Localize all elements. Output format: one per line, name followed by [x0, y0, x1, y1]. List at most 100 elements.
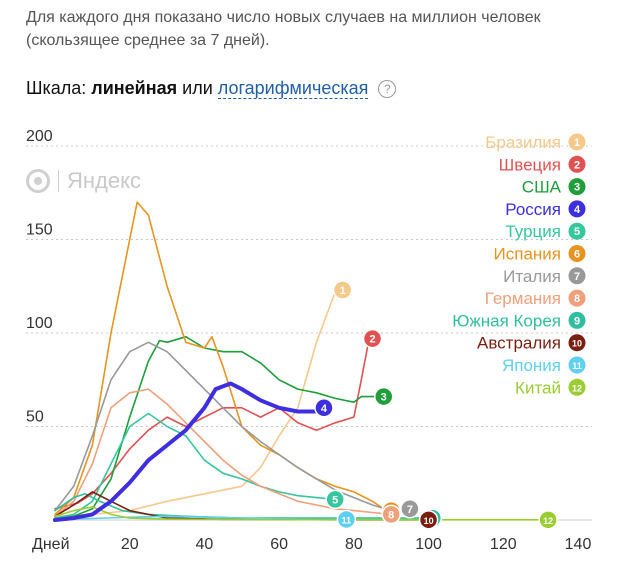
series-line-4 [53, 381, 326, 522]
series-end-marker-5: 5 [325, 489, 345, 510]
series-end-marker-circle [373, 386, 394, 407]
legend-item-12: Китай 12 [515, 378, 586, 397]
series-end-marker-number: 2 [369, 334, 375, 346]
series-end-marker-number: 11 [342, 515, 352, 525]
series-line-3 [54, 335, 385, 519]
series-end-marker-number: 5 [332, 494, 338, 506]
legend-marker [568, 311, 586, 329]
scale-linear-option[interactable]: линейная [91, 78, 178, 98]
legend-number: 1 [574, 137, 580, 149]
legend-label: Турция [505, 222, 561, 241]
x-tick-label: 140 [565, 536, 592, 553]
legend-number: 12 [572, 383, 582, 393]
scale-log-option[interactable]: логарифмическая [217, 78, 369, 99]
legend-number: 10 [572, 339, 582, 349]
legend-label: Италия [503, 267, 561, 286]
x-tick-label: 20 [121, 536, 139, 553]
series-end-marker-circle [325, 489, 345, 510]
legend-label: Швеция [499, 155, 561, 174]
legend-marker [568, 178, 586, 196]
series-end-marker-number: 10 [424, 516, 434, 526]
legend-marker [568, 222, 586, 240]
legend-number: 3 [574, 182, 580, 194]
legend-marker [568, 245, 586, 262]
series-end-marker-number: 12 [543, 516, 553, 526]
x-tick-label: 100 [415, 536, 442, 553]
legend-label: Испания [494, 245, 561, 264]
legend-marker [568, 378, 586, 396]
y-tick-label: 50 [26, 409, 44, 426]
legend-item-10: Австралия 10 [477, 334, 586, 353]
series-end-marker-number: 7 [407, 504, 413, 516]
series-end-marker-circle [362, 328, 383, 349]
legend-item-2: Швеция 2 [499, 155, 586, 174]
series-end-marker-2: 2 [362, 328, 383, 349]
yandex-logo-icon [26, 169, 50, 193]
series-end-marker-circle [336, 509, 357, 530]
legend-number: 9 [574, 315, 580, 327]
series-end-marker-11: 11 [336, 509, 357, 530]
series-end-marker-12: 12 [538, 510, 558, 530]
series-end-marker-1: 1 [332, 280, 353, 300]
scale-or-text: или [182, 78, 213, 98]
legend-number: 6 [574, 249, 580, 261]
legend-number: 5 [574, 226, 580, 238]
legend-item-3: США 3 [522, 178, 586, 197]
chart: 50100150200Дней2040608010012014012345678… [26, 128, 592, 553]
x-tick-label: 80 [345, 536, 363, 553]
legend-marker [568, 289, 586, 307]
series-end-marker-circle [314, 398, 334, 418]
legend-label: Россия [505, 200, 561, 219]
x-tick-label: 40 [196, 536, 214, 553]
series-end-marker-7: 7 [400, 499, 420, 519]
legend-label: Австралия [477, 334, 561, 353]
scale-label: Шкала: [26, 78, 87, 98]
series-end-marker-circle [538, 510, 558, 530]
legend-number: 11 [572, 361, 582, 371]
series-line-1 [54, 289, 344, 518]
legend-number: 8 [574, 293, 580, 305]
series-end-marker-10: 10 [418, 510, 439, 530]
series-end-marker-number: 3 [381, 392, 387, 404]
legend-marker [568, 334, 586, 352]
legend-item-8: Германия 8 [485, 289, 586, 308]
legend-item-1: Бразилия 1 [485, 133, 586, 152]
x-tick-label: 60 [270, 536, 288, 553]
series-end-marker-number: 4 [321, 403, 328, 415]
y-tick-label: 150 [26, 222, 53, 239]
y-tick-label: 200 [26, 128, 53, 145]
series-end-marker-circle [418, 510, 439, 530]
scale-switch: Шкала: линейная или логарифмическая ? [26, 78, 397, 99]
help-icon[interactable]: ? [378, 79, 397, 98]
legend-marker [568, 356, 586, 374]
legend-number: 2 [574, 159, 580, 171]
legend-item-7: Италия 7 [503, 267, 586, 286]
watermark: Яндекс [26, 168, 141, 194]
series-line-12 [54, 506, 549, 521]
series-end-marker-circle [332, 280, 353, 300]
series-end-marker-8: 8 [381, 504, 401, 525]
x-tick-label: 120 [490, 536, 517, 553]
series-end-marker-number: 8 [388, 509, 394, 521]
series-end-marker-circle [381, 504, 401, 525]
legend-marker [568, 267, 586, 285]
legend-label: Южная Корея [452, 311, 561, 330]
legend-marker [568, 133, 586, 151]
legend-label: США [522, 178, 562, 197]
series-line-7 [54, 341, 411, 512]
legend-item-4: Россия 4 [505, 200, 586, 219]
legend-number: 7 [574, 271, 580, 283]
series-end-marker-circle [400, 499, 420, 519]
series-end-marker-4: 4 [314, 398, 334, 418]
y-tick-label: 100 [26, 315, 53, 332]
legend-label: Китай [515, 378, 561, 397]
legend-marker [568, 200, 586, 218]
legend-item-6: Испания 6 [494, 245, 586, 264]
legend-label: Германия [485, 289, 561, 308]
legend-item-11: Япония 11 [502, 356, 586, 375]
legend-label: Япония [502, 356, 561, 375]
legend-marker [568, 155, 586, 173]
watermark-text: Яндекс [67, 168, 141, 193]
x-axis-label: Дней [32, 536, 70, 553]
